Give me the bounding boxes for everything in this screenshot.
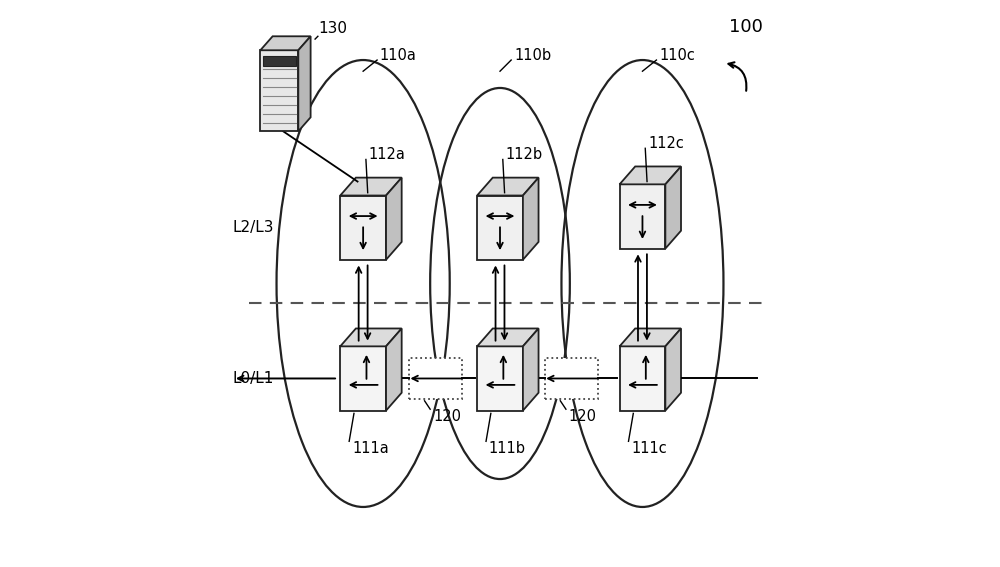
Text: 100: 100 (729, 18, 763, 36)
Text: 112c: 112c (648, 136, 684, 151)
Text: 111b: 111b (489, 441, 526, 456)
Polygon shape (340, 346, 386, 411)
Polygon shape (477, 196, 523, 260)
Polygon shape (620, 167, 681, 184)
Polygon shape (620, 328, 681, 346)
Polygon shape (620, 184, 665, 248)
Text: 110c: 110c (659, 48, 695, 63)
Polygon shape (523, 328, 539, 411)
Polygon shape (260, 36, 311, 50)
Text: 120: 120 (569, 409, 597, 424)
Text: 112a: 112a (369, 147, 406, 162)
Polygon shape (477, 328, 539, 346)
Polygon shape (263, 56, 296, 66)
Text: 110b: 110b (514, 48, 551, 63)
Polygon shape (386, 177, 402, 260)
Polygon shape (665, 167, 681, 248)
Polygon shape (260, 50, 298, 132)
Polygon shape (340, 328, 402, 346)
Text: 130: 130 (318, 22, 347, 36)
Polygon shape (409, 358, 462, 399)
Polygon shape (386, 328, 402, 411)
Polygon shape (340, 177, 402, 196)
Text: 110a: 110a (380, 48, 417, 63)
Text: L2/L3: L2/L3 (233, 220, 274, 235)
Polygon shape (545, 358, 598, 399)
Text: 111a: 111a (352, 441, 389, 456)
Polygon shape (665, 328, 681, 411)
Polygon shape (477, 177, 539, 196)
Text: 120: 120 (433, 409, 461, 424)
Text: 112b: 112b (506, 147, 543, 162)
Polygon shape (477, 346, 523, 411)
Polygon shape (523, 177, 539, 260)
Text: L0/L1: L0/L1 (233, 371, 274, 386)
Polygon shape (620, 346, 665, 411)
Polygon shape (340, 196, 386, 260)
Polygon shape (298, 36, 311, 132)
Text: 111c: 111c (631, 441, 667, 456)
